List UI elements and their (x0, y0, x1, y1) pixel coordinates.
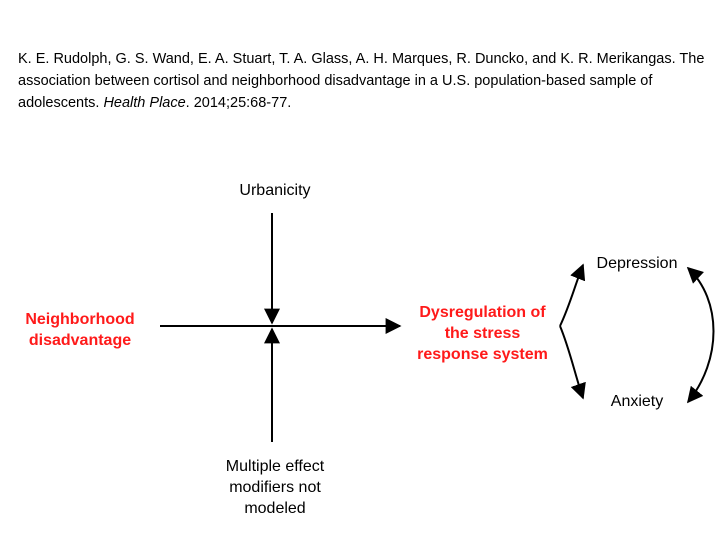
node-dysregulation-line-1: Dysregulation of (419, 304, 546, 321)
node-effect-modifiers: Multiple effect modifiers not modeled (190, 456, 360, 519)
node-neighborhood-line-2: disadvantage (28, 332, 132, 349)
node-depression: Depression (574, 253, 700, 274)
node-effect-modifiers-line-2: modifiers not (229, 479, 321, 496)
citation: K. E. Rudolph, G. S. Wand, E. A. Stuart,… (18, 48, 708, 114)
node-neighborhood-line-1: Neighborhood (25, 311, 135, 328)
arrow-dysregulation-to-anxiety (559, 325, 586, 400)
node-anxiety: Anxiety (574, 391, 700, 412)
node-neighborhood-disadvantage: Neighborhood disadvantage (10, 309, 150, 351)
node-dysregulation-line-3: response system (417, 346, 548, 363)
citation-details: . 2014;25:68-77. (185, 95, 292, 111)
node-dysregulation: Dysregulation of the stress response sys… (400, 302, 565, 365)
node-urbanicity-line: Urbanicity (239, 182, 311, 199)
citation-authors: K. E. Rudolph, G. S. Wand, E. A. Stuart,… (18, 51, 676, 67)
node-effect-modifiers-line-1: Multiple effect (225, 458, 325, 475)
citation-journal: Health Place (103, 95, 186, 111)
node-anxiety-line: Anxiety (610, 393, 664, 410)
node-effect-modifiers-line-3: modeled (244, 500, 306, 517)
arrow-depression-anxiety-bidirectional (686, 266, 715, 404)
arrow-dysregulation-to-depression (559, 263, 586, 327)
node-depression-line: Depression (596, 255, 678, 272)
node-urbanicity: Urbanicity (200, 180, 350, 201)
citation-title: The association between cortisol and nei… (18, 51, 705, 111)
node-dysregulation-line-2: the stress (444, 325, 521, 342)
